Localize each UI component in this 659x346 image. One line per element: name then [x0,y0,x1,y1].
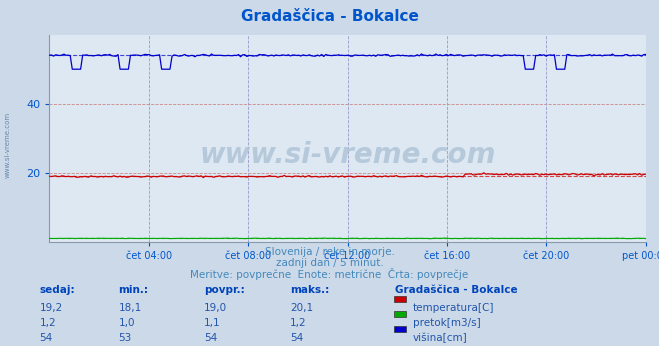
Text: Gradaščica - Bokalce: Gradaščica - Bokalce [395,285,518,295]
Text: maks.:: maks.: [290,285,330,295]
Text: 54: 54 [204,333,217,343]
Text: 1,2: 1,2 [40,318,56,328]
Text: 19,0: 19,0 [204,303,227,313]
Text: www.si-vreme.com: www.si-vreme.com [5,112,11,179]
Text: min.:: min.: [119,285,149,295]
Text: sedaj:: sedaj: [40,285,75,295]
Text: pretok[m3/s]: pretok[m3/s] [413,318,480,328]
Text: Gradaščica - Bokalce: Gradaščica - Bokalce [241,9,418,24]
Text: povpr.:: povpr.: [204,285,245,295]
Text: 53: 53 [119,333,132,343]
Text: www.si-vreme.com: www.si-vreme.com [200,141,496,169]
Text: 54: 54 [290,333,303,343]
Text: 1,2: 1,2 [290,318,306,328]
Text: zadnji dan / 5 minut.: zadnji dan / 5 minut. [275,258,384,268]
Text: Meritve: povprečne  Enote: metrične  Črta: povprečje: Meritve: povprečne Enote: metrične Črta:… [190,268,469,280]
Text: 1,1: 1,1 [204,318,221,328]
Text: Slovenija / reke in morje.: Slovenija / reke in morje. [264,247,395,257]
Text: 18,1: 18,1 [119,303,142,313]
Text: višina[cm]: višina[cm] [413,333,467,343]
Text: 19,2: 19,2 [40,303,63,313]
Text: temperatura[C]: temperatura[C] [413,303,494,313]
Text: 54: 54 [40,333,53,343]
Text: 20,1: 20,1 [290,303,313,313]
Text: 1,0: 1,0 [119,318,135,328]
